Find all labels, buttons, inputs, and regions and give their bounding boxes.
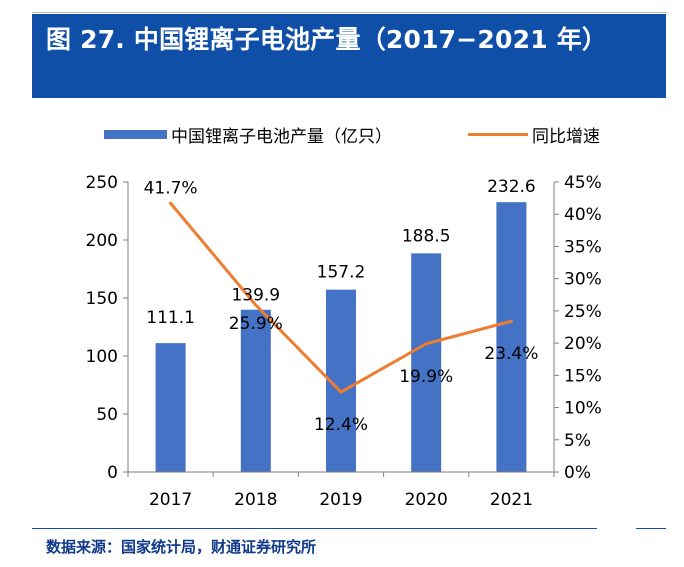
bar-2018 <box>240 309 271 472</box>
growth-value-label: 41.7% <box>144 178 198 198</box>
bar-value-label: 157.2 <box>317 263 366 283</box>
growth-rate-point <box>424 342 428 346</box>
legend-item-growth: 同比增速 <box>468 122 600 147</box>
x-tick-label: 2019 <box>319 490 362 510</box>
right-tick-label: 30% <box>564 270 602 290</box>
left-tick-label: 200 <box>86 231 118 251</box>
legend-bar-swatch <box>104 129 167 139</box>
left-tick-label: 100 <box>86 347 118 367</box>
growth-rate-point <box>509 319 513 323</box>
right-tick-label: 10% <box>564 399 602 419</box>
bottom-rule-right <box>636 528 666 529</box>
bar-value-label: 188.5 <box>402 226 451 246</box>
left-tick-label: 50 <box>96 405 118 425</box>
growth-rate-point <box>169 201 173 205</box>
combo-chart: 0 50 100 150 200 250 0% 5% 10% 15% 20% 25% 30% 35% 40%… <box>86 173 602 510</box>
x-tick-label: 2017 <box>149 490 192 510</box>
growth-value-label: 12.4% <box>314 415 368 435</box>
legend-line-swatch <box>468 132 528 136</box>
right-tick-label: 40% <box>564 205 602 225</box>
top-rule <box>32 12 666 13</box>
legend-label-production: 中国锂离子电池产量（亿只） <box>171 126 392 147</box>
right-tick-label: 45% <box>564 173 602 193</box>
left-tick-label: 250 <box>86 173 118 193</box>
growth-value-label: 19.9% <box>399 367 453 387</box>
left-tick-label: 150 <box>86 289 118 309</box>
chart-title: 图 27. 中国锂离子电池产量（2017−2021 年） <box>46 25 608 54</box>
growth-rate-point <box>339 390 343 394</box>
right-tick-label: 25% <box>564 302 602 322</box>
bar-value-label: 139.9 <box>231 286 280 306</box>
bar-2017 <box>155 343 186 472</box>
bar-value-label: 232.6 <box>487 177 536 197</box>
bar-2021 <box>496 202 527 472</box>
left-tick-label: 0 <box>107 463 118 483</box>
title-banner: 图 27. 中国锂离子电池产量（2017−2021 年） <box>32 14 666 98</box>
bar-value-label: 111.1 <box>146 308 195 328</box>
growth-value-label: 25.9% <box>229 314 283 334</box>
bar-2020 <box>411 253 442 472</box>
x-tick-label: 2018 <box>234 490 277 510</box>
x-tick-label: 2021 <box>490 490 533 510</box>
bottom-rule-left <box>32 528 597 529</box>
right-tick-label: 5% <box>564 431 591 451</box>
right-tick-label: 20% <box>564 334 602 354</box>
data-source: 数据来源：国家统计局，财通证券研究所 <box>46 538 317 556</box>
right-tick-label: 15% <box>564 366 602 386</box>
x-tick-label: 2020 <box>405 490 448 510</box>
growth-rate-point <box>254 303 258 307</box>
growth-value-label: 23.4% <box>484 344 538 364</box>
legend-label-growth: 同比增速 <box>532 126 600 147</box>
chart-legend: 中国锂离子电池产量（亿只） 同比增速 <box>0 122 684 147</box>
legend-item-production: 中国锂离子电池产量（亿只） <box>104 122 392 147</box>
right-tick-label: 0% <box>564 463 591 483</box>
right-tick-label: 35% <box>564 237 602 257</box>
